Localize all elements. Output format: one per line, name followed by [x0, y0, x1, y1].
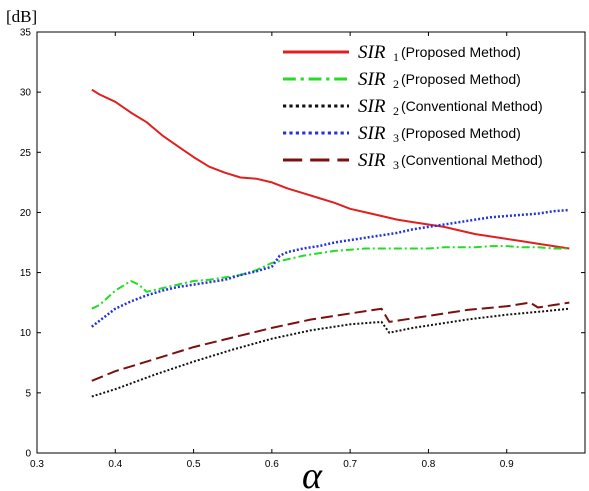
x-tick-label: 0.8	[421, 459, 435, 470]
y-tick-label: 5	[25, 388, 31, 399]
plot-area: 0.3 0.4 0.5 0.6 0.7 0.8 0.9 0 5 10 15 20 25 30 35	[20, 28, 586, 470]
legend-entry-4: SIR 3 (Proposed Method)	[283, 123, 521, 145]
y-tick-label: 10	[20, 328, 32, 339]
series-line-4	[91, 208, 570, 328]
legend-subscript: 3	[393, 131, 399, 145]
legend-description: (Conventional Method)	[401, 98, 543, 114]
y-axis-label: [dB]	[6, 7, 37, 26]
series-line-5	[91, 301, 570, 382]
y-tick-label: 25	[20, 148, 32, 159]
legend-symbol: SIR	[358, 96, 386, 117]
legend-entry-3: SIR 2 (Conventional Method)	[283, 96, 543, 118]
legend-subscript: 2	[393, 77, 399, 91]
y-tick-label: 30	[20, 88, 32, 99]
y-tick-label: 0	[25, 449, 31, 460]
x-tick-label: 0.3	[30, 459, 44, 470]
y-tick-label: 35	[20, 28, 32, 39]
legend-description: (Conventional Method)	[401, 152, 543, 168]
y-tick-label: 20	[20, 208, 32, 219]
legend-subscript: 1	[393, 50, 399, 64]
legend-symbol: SIR	[358, 123, 386, 144]
x-tick-label: 0.5	[187, 459, 201, 470]
legend-entry-2: SIR 2 (Proposed Method)	[283, 69, 521, 91]
x-axis-label: α	[302, 455, 323, 491]
legend-entry-5: SIR 3 (Conventional Method)	[283, 150, 543, 172]
legend-entry-1: SIR 1 (Proposed Method)	[283, 42, 521, 64]
legend-subscript: 3	[393, 158, 399, 172]
series-line-3	[91, 307, 570, 398]
x-ticks: 0.3 0.4 0.5 0.6 0.7 0.8 0.9	[30, 32, 514, 470]
legend-subscript: 2	[393, 104, 399, 118]
x-tick-label: 0.4	[108, 459, 122, 470]
legend-description: (Proposed Method)	[401, 125, 521, 141]
legend-symbol: SIR	[358, 42, 386, 63]
y-tick-label: 15	[20, 268, 32, 279]
legend-description: (Proposed Method)	[401, 44, 521, 60]
series-line-1	[91, 88, 570, 250]
legend: SIR 1 (Proposed Method)SIR 2 (Proposed Metho…	[283, 42, 543, 172]
y-ticks: 0 5 10 15 20 25 30 35	[20, 28, 585, 460]
legend-description: (Proposed Method)	[401, 71, 521, 87]
series-line-2	[91, 245, 570, 310]
x-tick-label: 0.6	[265, 459, 279, 470]
x-tick-label: 0.7	[343, 459, 357, 470]
x-tick-label: 0.9	[500, 459, 514, 470]
series-layer	[91, 88, 570, 398]
plot-frame	[36, 31, 586, 454]
legend-symbol: SIR	[358, 150, 386, 171]
legend-symbol: SIR	[358, 69, 386, 90]
